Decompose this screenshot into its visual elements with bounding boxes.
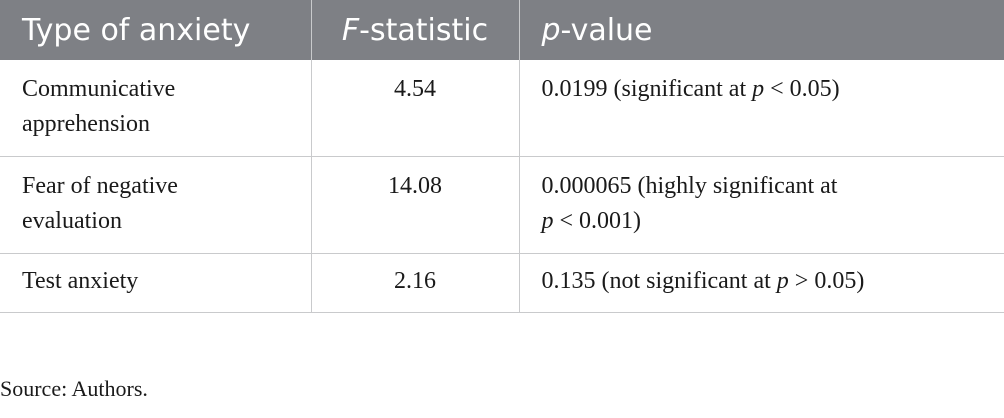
- table-header: Type of anxiety F-statistic p-value: [0, 0, 1004, 60]
- header-type-label: Type of anxiety: [22, 12, 251, 48]
- cell-f: 4.54: [311, 60, 520, 157]
- cell-p: 0.000065 (highly significant at p < 0.001…: [519, 156, 1004, 254]
- anova-table-container: Type of anxiety F-statistic p-value Comm…: [0, 0, 1004, 313]
- type-line2: apprehension: [22, 111, 150, 137]
- table-row: Test anxiety 2.16 0.135 (not significant…: [0, 253, 1004, 313]
- cell-f: 2.16: [311, 253, 520, 313]
- cell-type: Test anxiety: [0, 253, 312, 313]
- p-text: 0.000065 (highly significant at: [541, 173, 838, 199]
- header-f-statistic: F-statistic: [311, 0, 520, 60]
- cell-f: 14.08: [311, 156, 520, 254]
- p-symbol: p: [776, 268, 789, 294]
- p-text: 0.0199 (significant at: [541, 76, 753, 102]
- p-threshold: > 0.05): [788, 268, 865, 294]
- header-row: Type of anxiety F-statistic p-value: [0, 0, 1004, 60]
- anova-table: Type of anxiety F-statistic p-value Comm…: [0, 0, 1004, 313]
- cell-type: Fear of negative evaluation: [0, 156, 312, 254]
- header-p-rest: -value: [560, 12, 653, 48]
- type-line2: evaluation: [22, 208, 122, 234]
- table-row: Fear of negative evaluation 14.08 0.00006…: [0, 156, 1004, 254]
- cell-type: Communicative apprehension: [0, 60, 312, 157]
- header-p-value: p-value: [519, 0, 1004, 60]
- table-body: Communicative apprehension 4.54 0.0199 (s…: [0, 60, 1004, 313]
- header-type-of-anxiety: Type of anxiety: [0, 0, 312, 60]
- p-symbol: p: [752, 76, 765, 102]
- table-row: Communicative apprehension 4.54 0.0199 (s…: [0, 60, 1004, 157]
- header-p-letter: p: [541, 12, 561, 48]
- p-text: 0.135 (not significant at: [541, 268, 777, 294]
- p-symbol: p: [541, 208, 554, 234]
- header-f-rest: -statistic: [359, 12, 489, 48]
- source-note: Source: Authors.: [0, 376, 148, 401]
- type-line1: Fear of negative: [22, 173, 178, 199]
- p-threshold: < 0.05): [764, 76, 840, 102]
- p-threshold: < 0.001): [553, 208, 642, 234]
- cell-p: 0.0199 (significant at p < 0.05): [519, 60, 1004, 157]
- cell-p: 0.135 (not significant at p > 0.05): [519, 253, 1004, 313]
- header-f-letter: F: [341, 12, 360, 48]
- type-line1: Communicative: [22, 76, 176, 102]
